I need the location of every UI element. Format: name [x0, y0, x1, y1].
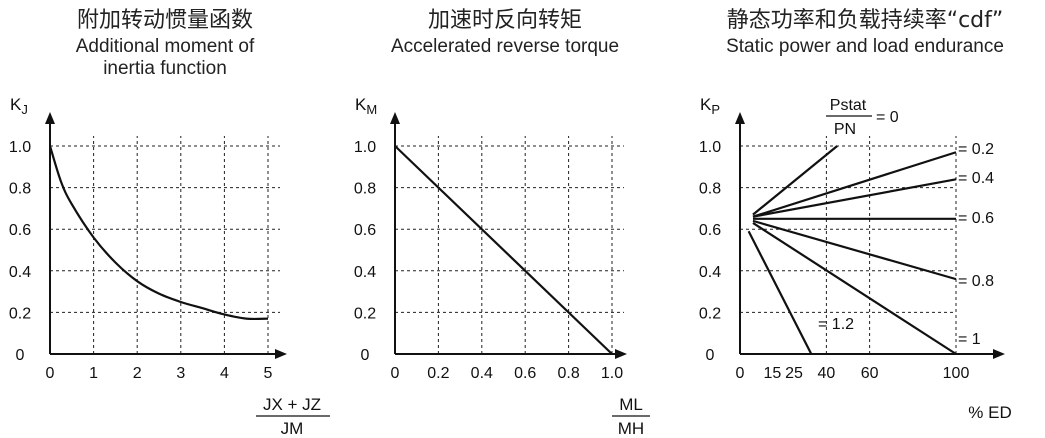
chart3-title: 静态功率和负载持续率“cdf” [727, 8, 1004, 33]
chart1-y-label: KJ [10, 95, 28, 117]
chart2-y-tick: 0.6 [354, 222, 376, 239]
chart2-y-label: KM [355, 95, 377, 117]
chart3-y-arrow [735, 112, 745, 124]
chart3-y-tick: 0.4 [699, 264, 721, 281]
chart2-y-tick: 0 [361, 347, 370, 364]
chart3-series-label: = 0.8 [958, 273, 994, 290]
chart3-y-tick: 0.8 [699, 181, 721, 198]
chart3-series-line [752, 222, 957, 355]
chart3-series-label: = 1 [958, 331, 981, 348]
chart3-series-line [752, 219, 957, 281]
chart1-x-tick: 2 [133, 365, 142, 382]
chart2-series-line [394, 145, 613, 355]
chart3-ratio-denominator: PN [834, 121, 856, 138]
chart3-x-tick: 0 [736, 365, 745, 382]
chart3-y-tick: 0.6 [699, 222, 721, 239]
chart3-ratio-numerator: Pstat [830, 97, 867, 114]
chart1-x-tick: 4 [220, 365, 229, 382]
chart1-x-label-denominator: JM [281, 419, 304, 438]
chart2-y-tick: 0.4 [354, 264, 376, 281]
chart3-series-line [752, 178, 957, 218]
chart1-y-tick: 0.2 [9, 305, 31, 322]
chart3-series-line [747, 230, 813, 355]
chart1-title: 附加转动惯量函数 [77, 8, 253, 33]
chart3-x-tick: 60 [861, 365, 879, 382]
chart3-y-tick: 1.0 [699, 139, 721, 156]
chart3-series-line [752, 151, 957, 218]
chart3-x-tick: 15 [764, 365, 782, 382]
chart2-x-label-numerator: ML [619, 395, 643, 414]
chart1-x-tick: 0 [46, 365, 55, 382]
chart2-x-arrow [615, 349, 627, 359]
chart3-series-label: = 1.2 [818, 316, 854, 333]
chart3-series-label: = 0.6 [958, 210, 994, 227]
chart2-x-label-denominator: MH [618, 419, 644, 438]
chart1-x-tick: 1 [89, 365, 98, 382]
chart3-series-label: = 0.2 [958, 141, 994, 158]
chart1-x-arrow [275, 349, 287, 359]
chart2-x-tick: 0.4 [471, 365, 493, 382]
chart3-y-tick: 0 [706, 347, 715, 364]
chart1-y-tick: 0.6 [9, 222, 31, 239]
chart1-y-arrow [45, 112, 55, 124]
chart3-x-tick: 25 [785, 365, 803, 382]
chart2-x-tick: 0 [391, 365, 400, 382]
chart3-x-arrow [993, 349, 1005, 359]
chart3-subtitle: Static power and load endurance [726, 36, 1004, 57]
chart3-y-label: KP [700, 95, 720, 117]
chart2-y-tick: 0.8 [354, 181, 376, 198]
chart3-series-label: = 0 [876, 109, 899, 126]
chart2-y-tick: 1.0 [354, 139, 376, 156]
chart1-x-label-numerator: JX + JZ [263, 395, 321, 414]
chart3-series-line [752, 145, 838, 216]
chart2-x-tick: 0.6 [514, 365, 536, 382]
chart2-subtitle: Accelerated reverse torque [391, 36, 619, 57]
chart1-subtitle: Additional moment of inertia function [76, 36, 255, 79]
chart1-y-tick: 0 [16, 347, 25, 364]
chart3-x-tick: 100 [943, 365, 970, 382]
chart2-y-tick: 0.2 [354, 305, 376, 322]
chart2-x-tick: 0.8 [557, 365, 579, 382]
chart1-x-tick: 3 [176, 365, 185, 382]
chart3-x-tick: 40 [818, 365, 836, 382]
chart2-y-arrow [390, 112, 400, 124]
chart3-y-tick: 0.2 [699, 305, 721, 322]
chart2-x-tick: 1.0 [601, 365, 623, 382]
chart1-x-tick: 5 [264, 365, 273, 382]
chart1-y-tick: 0.4 [9, 264, 31, 281]
chart1-y-tick: 0.8 [9, 181, 31, 198]
chart3-series-label: = 0.4 [958, 170, 994, 187]
chart3-x-label: % ED [968, 403, 1011, 422]
chart2-title: 加速时反向转矩 [428, 8, 582, 33]
chart1-series-line [48, 145, 269, 321]
chart2-x-tick: 0.2 [427, 365, 449, 382]
chart1-y-tick: 1.0 [9, 139, 31, 156]
